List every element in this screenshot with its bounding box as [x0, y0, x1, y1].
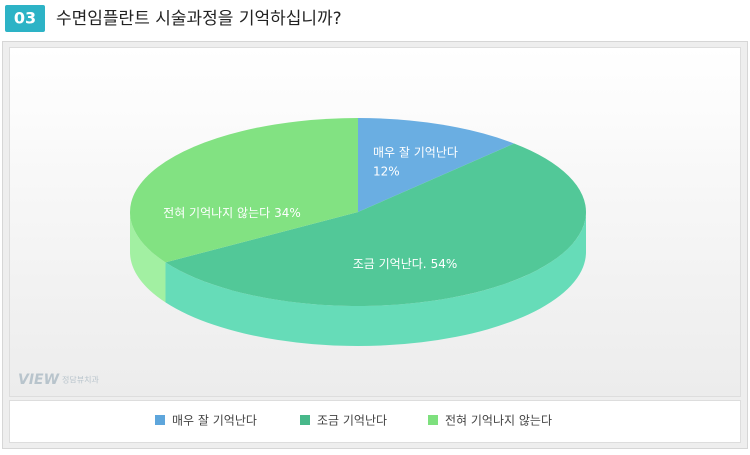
badge: 03 [14, 9, 36, 28]
data-label-name: 전혀 기억나지 않는다 [163, 206, 270, 220]
slice [358, 118, 515, 212]
watermark-logo: VIEW [18, 372, 60, 388]
data-label-group: 전혀 기억나지 않는다 34% [163, 206, 301, 220]
legend-label: 전혀 기억나지 않는다 [445, 414, 552, 428]
data-label: 12% [373, 165, 400, 179]
slice [165, 143, 586, 306]
data-label: 34% [274, 206, 301, 220]
slice [130, 118, 358, 263]
legend-swatch [300, 415, 310, 425]
legend-swatch [428, 415, 438, 425]
slice-side [130, 212, 166, 303]
data-label: 54% [431, 257, 458, 271]
data-label-name: 매우 잘 기억난다 [373, 146, 458, 160]
watermark-text: 정담뷰치과 [62, 375, 99, 385]
legend-swatch [155, 415, 165, 425]
slice-side [165, 212, 587, 346]
data-label-group: 조금 기억난다. 54% [353, 257, 458, 271]
badge-box [5, 5, 45, 32]
legend-area [9, 400, 741, 443]
data-label-name: 조금 기억난다. [353, 257, 427, 271]
chart-title: 수면임플란트 시술과정을 기억하십니까? [56, 9, 342, 29]
legend-label: 매우 잘 기억난다 [172, 414, 257, 428]
legend-label: 조금 기억난다 [317, 414, 387, 428]
